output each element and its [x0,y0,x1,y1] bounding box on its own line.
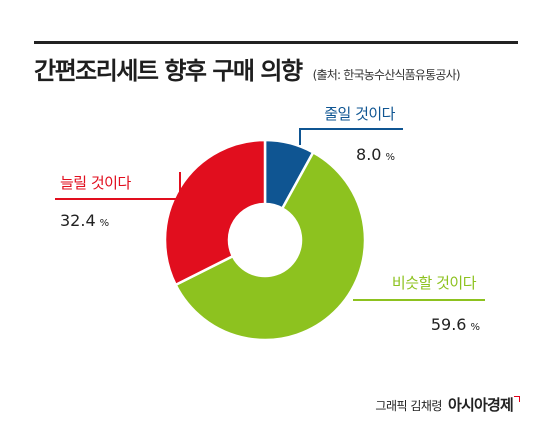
slice-value-increase: 32.4 [60,211,96,230]
slice-value-decrease-group: 8.0% [356,145,395,164]
slice-label-similar: 비슷할 것이다 [392,274,477,292]
slice-value-increase-group: 32.4% [60,211,109,230]
top-rule [34,41,518,44]
chart-title: 간편조리세트 향후 구매 의향 [34,57,303,85]
brand-mark-icon [514,396,520,402]
donut-slice-similar [173,150,367,342]
slice-value-similar-group: 59.6% [431,315,480,334]
slice-label-decrease: 줄일 것이다 [324,105,395,123]
title-row: 간편조리세트 향후 구매 의향 (출처: 한국농수산식품유통공사) [34,51,524,86]
credit-line: 그래픽 김채령 아시아경제 [375,394,520,415]
leader-lines [55,128,485,301]
slice-value-decrease: 8.0 [356,145,381,164]
donut-slices [163,138,367,342]
slice-unit-increase: % [100,218,110,229]
leader-line-decrease [299,128,403,145]
donut-slice-increase [163,138,267,287]
leader-line-increase [55,172,181,200]
slice-unit-similar: % [470,322,480,333]
slice-label-increase: 늘릴 것이다 [60,174,131,192]
slice-value-similar: 59.6 [431,315,467,334]
brand-logo: 아시아경제 [447,396,514,414]
graphic-credit: 그래픽 김채령 [375,399,442,413]
slice-unit-decrease: % [385,152,395,163]
source-note: (출처: 한국농수산식품유통공사) [312,68,461,82]
